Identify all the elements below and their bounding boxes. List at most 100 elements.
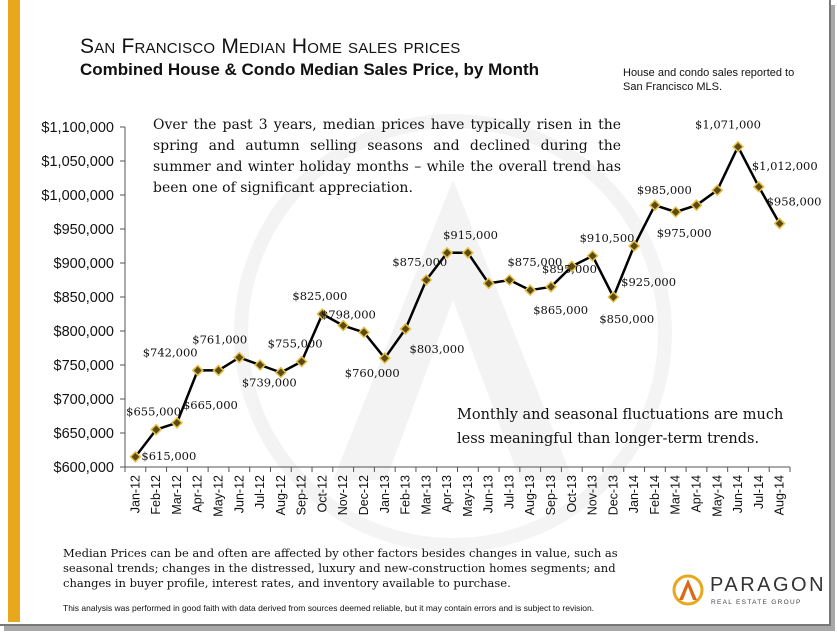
x-tick-label: Nov-12 xyxy=(336,475,350,515)
data-point-marker xyxy=(357,326,371,339)
x-tick-label: May-13 xyxy=(461,475,475,517)
x-tick-label: Jul-13 xyxy=(502,475,516,509)
x-tick-label: Jan-14 xyxy=(627,475,641,513)
logo-name: PARAGON xyxy=(710,574,827,596)
data-point-marker xyxy=(254,358,267,372)
x-tick-label: Jan-12 xyxy=(128,475,142,513)
y-tick-label: $900,000 xyxy=(54,256,114,272)
source-note: House and condo sales reported to San Fr… xyxy=(623,67,795,93)
data-label: $761,000 xyxy=(192,333,247,347)
data-label: $910,500 xyxy=(580,231,635,245)
watermark-logo-icon xyxy=(234,114,672,552)
annotation-fluctuations: Monthly and seasonal fluctuations are mu… xyxy=(457,407,784,447)
data-point-marker xyxy=(316,307,329,321)
y-tick-label: $1,050,000 xyxy=(41,154,114,170)
data-point-marker xyxy=(378,352,391,365)
data-label: $760,000 xyxy=(345,366,400,380)
x-tick-label: Apr-13 xyxy=(440,475,454,513)
data-label: $975,000 xyxy=(657,226,712,240)
x-tick-label: Aug-14 xyxy=(773,475,787,515)
disclaimer: This analysis was performed in good fait… xyxy=(63,603,595,613)
data-point-marker xyxy=(150,423,163,436)
x-tick-label: May-12 xyxy=(212,475,226,517)
data-label: $958,000 xyxy=(767,195,822,209)
x-tick-label: Jul-14 xyxy=(752,475,766,509)
data-point-marker xyxy=(503,273,516,287)
x-tick-label: Oct-12 xyxy=(315,475,329,513)
y-tick-label: $750,000 xyxy=(54,358,114,374)
data-point-marker xyxy=(544,280,558,293)
x-tick-label: Mar-13 xyxy=(419,475,433,515)
x-tick-label: Feb-12 xyxy=(149,475,163,515)
data-label: $739,000 xyxy=(242,375,297,389)
data-label: $1,071,000 xyxy=(695,118,761,132)
data-point-marker xyxy=(565,260,578,273)
data-point-marker xyxy=(773,217,786,230)
accent-bar xyxy=(8,0,20,622)
data-label: $742,000 xyxy=(143,345,198,359)
data-point-marker xyxy=(170,416,184,429)
data-point-marker xyxy=(212,364,225,377)
x-tick-label: Nov-13 xyxy=(586,475,600,515)
data-label: $850,000 xyxy=(599,312,654,326)
x-tick-label: Feb-13 xyxy=(399,475,413,515)
data-point-marker xyxy=(191,364,204,377)
x-tick-label: Jun-13 xyxy=(482,475,496,513)
x-axis-tick-labels: Jan-12 Feb-12 Mar-12 Apr-12 May-12 Jun-12 Jul-… xyxy=(128,475,786,517)
x-tick-label: Apr-14 xyxy=(689,475,703,513)
y-tick-label: $650,000 xyxy=(54,426,114,442)
data-point-marker xyxy=(607,290,620,304)
data-point-marker xyxy=(752,180,765,193)
y-tick-label: $600,000 xyxy=(54,460,114,476)
x-tick-label: Oct-13 xyxy=(565,475,579,513)
data-label: $825,000 xyxy=(292,289,347,303)
data-label: $895,000 xyxy=(542,262,597,276)
data-label: $925,000 xyxy=(621,275,676,289)
y-tick-label: $800,000 xyxy=(54,324,114,340)
data-point-marker xyxy=(337,319,350,332)
paragon-logo: PARAGON REAL ESTATE GROUP xyxy=(672,572,824,612)
data-point-marker xyxy=(129,450,142,463)
x-tick-label: Apr-12 xyxy=(191,475,205,513)
y-tick-label: $1,000,000 xyxy=(41,188,114,204)
x-tick-label: Sep-13 xyxy=(544,475,558,515)
data-labels: $615,000 $655,000 $665,000 $742,000$761,000… xyxy=(126,118,821,463)
x-tick-label: Aug-12 xyxy=(274,475,288,515)
data-label: $985,000 xyxy=(637,183,692,197)
x-tick-label: Jan-13 xyxy=(378,475,392,513)
data-point-marker xyxy=(648,199,661,212)
footnote: Median Prices can be and often are affec… xyxy=(63,546,618,590)
paragon-logo-icon xyxy=(672,574,704,606)
chart-axes xyxy=(120,126,791,472)
chart-title: San Francisco Median Home sales prices xyxy=(80,35,461,58)
x-tick-label: Feb-14 xyxy=(648,475,662,515)
data-label: $875,000 xyxy=(392,255,447,269)
y-tick-label: $950,000 xyxy=(54,222,114,238)
data-point-marker xyxy=(399,322,412,336)
x-tick-label: Dec-13 xyxy=(606,475,620,515)
y-tick-label: $1,100,000 xyxy=(41,120,114,136)
data-point-marker xyxy=(461,246,474,259)
logo-tagline: REAL ESTATE GROUP xyxy=(711,599,802,606)
x-tick-label: Aug-13 xyxy=(523,475,537,515)
data-label: $615,000 xyxy=(141,449,196,463)
y-axis-tick-labels: $600,000 $650,000 $700,000 $750,000 $800,000… xyxy=(41,120,114,476)
data-point-marker xyxy=(690,199,703,212)
data-point-marker xyxy=(274,366,287,379)
data-label: $798,000 xyxy=(321,307,376,321)
x-tick-label: Mar-14 xyxy=(669,475,683,515)
data-label: $755,000 xyxy=(268,337,323,351)
data-label: $865,000 xyxy=(533,303,588,317)
data-point-marker xyxy=(586,249,599,262)
data-label: $875,000 xyxy=(507,255,562,269)
series-markers xyxy=(129,140,786,463)
x-tick-label: Jul-12 xyxy=(253,475,267,509)
data-point-marker xyxy=(669,205,682,219)
data-point-marker xyxy=(233,351,246,364)
y-tick-label: $700,000 xyxy=(54,392,114,408)
x-tick-label: Jun-12 xyxy=(232,475,246,513)
chart-subtitle: Combined House & Condo Median Sales Pric… xyxy=(80,60,540,79)
x-tick-label: May-14 xyxy=(710,475,724,517)
data-point-marker xyxy=(711,184,724,197)
